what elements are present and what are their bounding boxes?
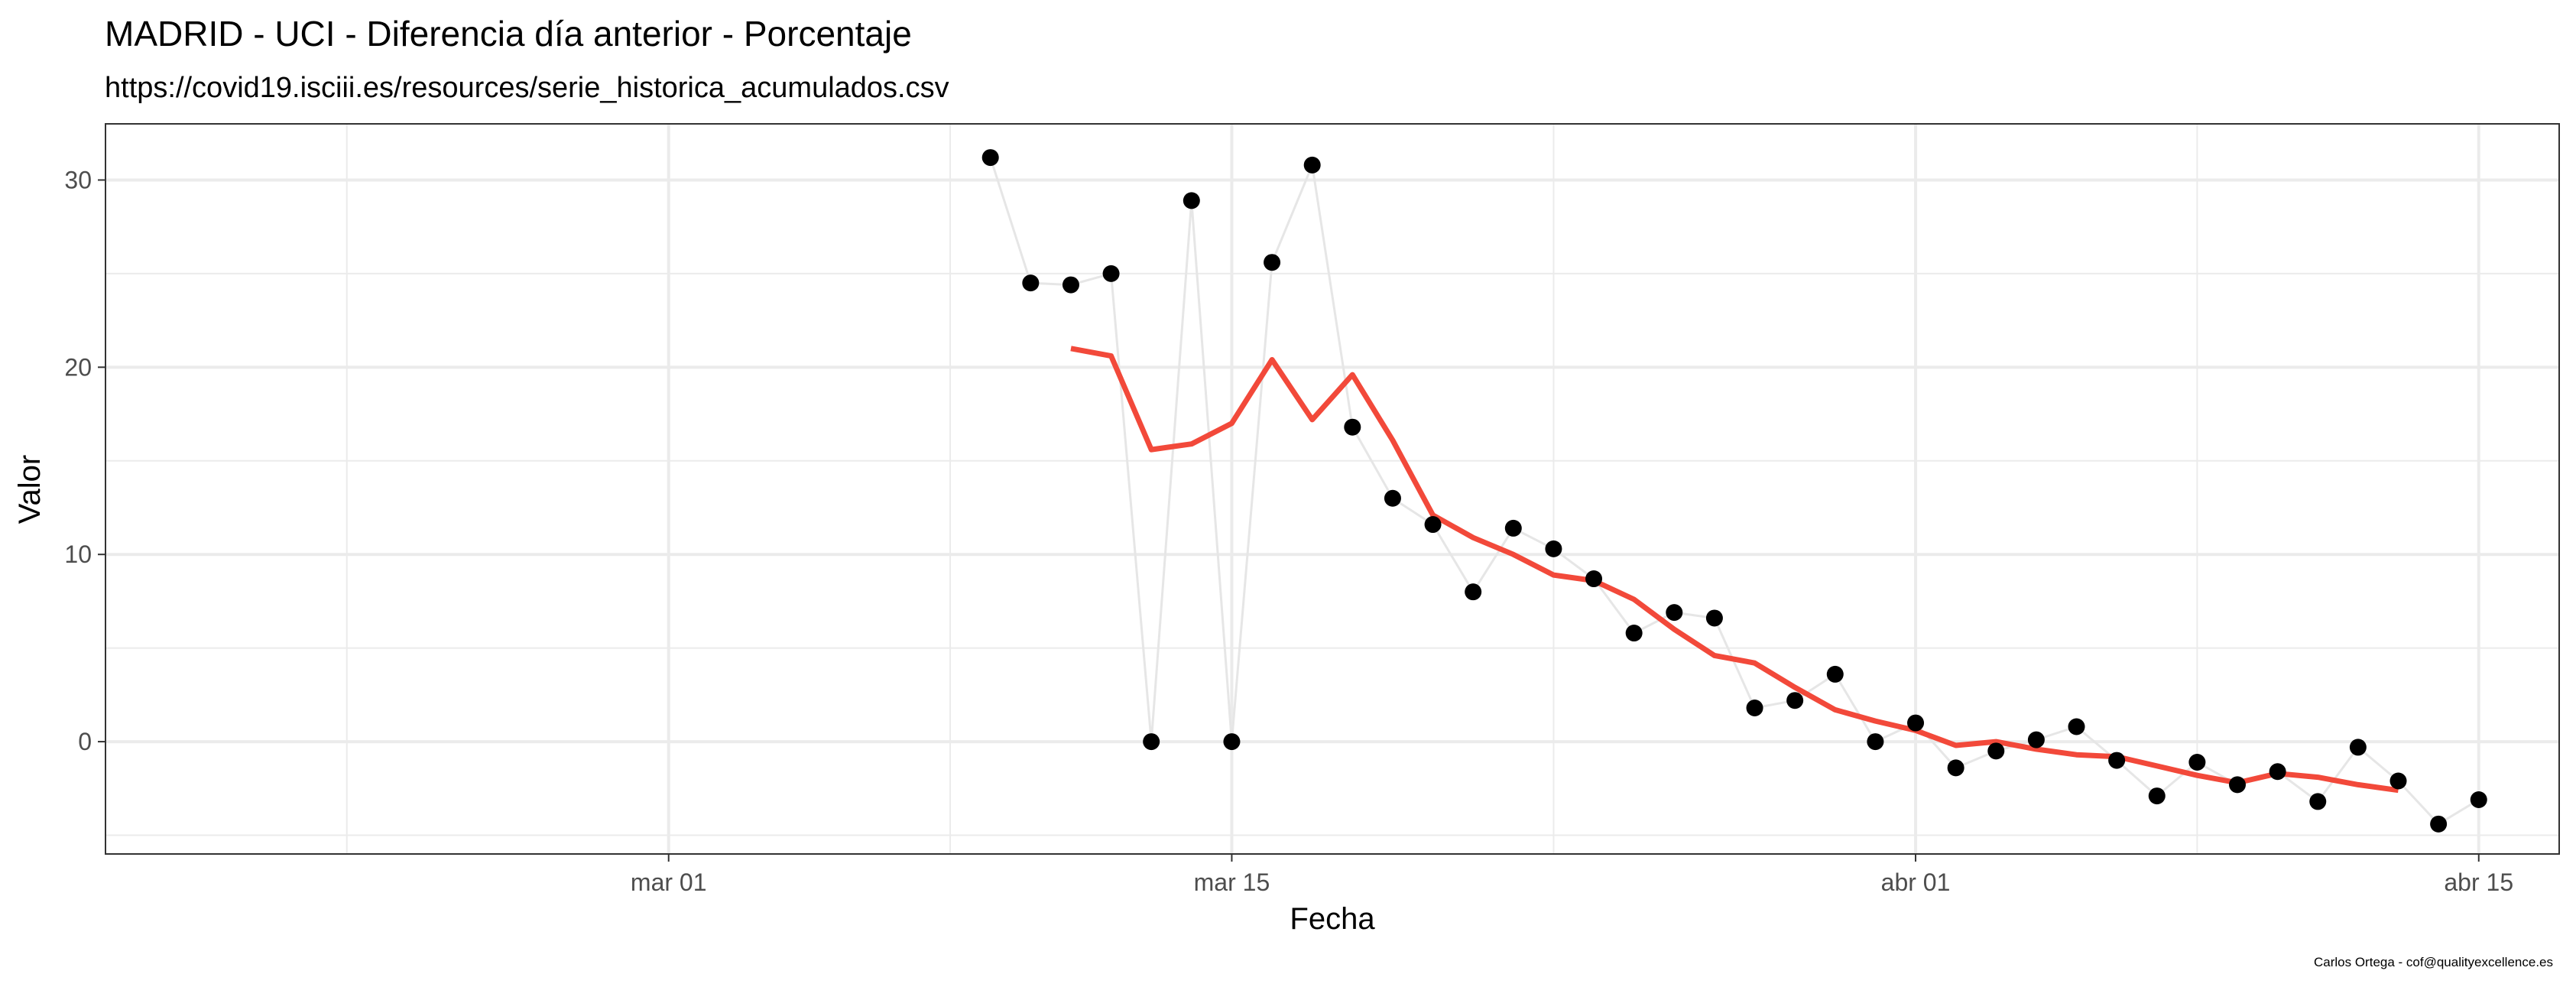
smooth-line [1070,346,2399,794]
data-point [2470,791,2487,808]
data-point [2229,776,2247,794]
data-point [1183,192,1200,209]
y-axis-title: Valor [13,455,47,524]
data-point [1344,418,1361,436]
x-tick-label: abr 01 [1881,868,1951,896]
grid-major [105,124,2559,854]
data-point [1062,276,1079,294]
x-axis: mar 01 mar 15 abr 01 abr 15 [631,854,2513,896]
data-point [1102,265,1120,282]
x-axis-title: Fecha [1290,902,1375,936]
data-point [1022,274,1040,292]
data-point [1545,540,1562,557]
y-tick-label: 30 [64,166,92,193]
y-axis: 0 10 20 30 [64,166,105,755]
data-point [981,149,999,167]
data-point [1264,254,1281,271]
data-point [1786,692,1804,709]
y-tick-label: 10 [64,541,92,568]
data-point [1223,733,1241,751]
data-point [2188,754,2206,771]
data-point [1705,609,1723,627]
data-point [1465,583,1482,601]
data-points [981,149,2487,833]
grid-minor [105,124,2559,854]
data-point [2108,752,2126,769]
data-point [1867,733,1884,751]
chart-subtitle: https://covid19.isciii.es/resources/seri… [105,72,949,104]
data-point [2027,731,2045,748]
data-point [1143,733,1160,751]
plot-panel [105,123,2560,855]
y-tick-label: 20 [64,353,92,381]
data-point [1826,665,1844,683]
x-tick-label: abr 15 [2444,868,2513,896]
data-point [1303,156,1321,174]
data-point [2068,718,2085,735]
data-point [1384,489,1401,507]
data-point [1907,714,1925,732]
data-point [1585,570,1603,588]
panel-background [105,124,2559,854]
data-point [2389,772,2407,790]
data-point [1424,516,1442,534]
data-point [2349,739,2367,756]
data-point [1666,604,1683,622]
panel-border [105,123,2560,855]
data-point [2430,815,2448,833]
data-point [2269,763,2286,781]
chart-caption: Carlos Ortega - cof@qualityexcellence.es [2314,955,2553,969]
smooth-series-line [1070,346,2399,794]
chart-title: MADRID - UCI - Diferencia día anterior -… [105,14,912,54]
data-point [1746,700,1763,716]
data-point [2309,793,2327,810]
x-tick-label: mar 15 [1194,868,1270,896]
data-point [1625,625,1643,642]
data-point [1987,742,2005,760]
data-point [1504,519,1522,537]
data-point [1947,759,1964,777]
x-tick-label: mar 01 [631,868,707,896]
data-point [2148,787,2166,805]
y-tick-label: 0 [78,728,92,755]
